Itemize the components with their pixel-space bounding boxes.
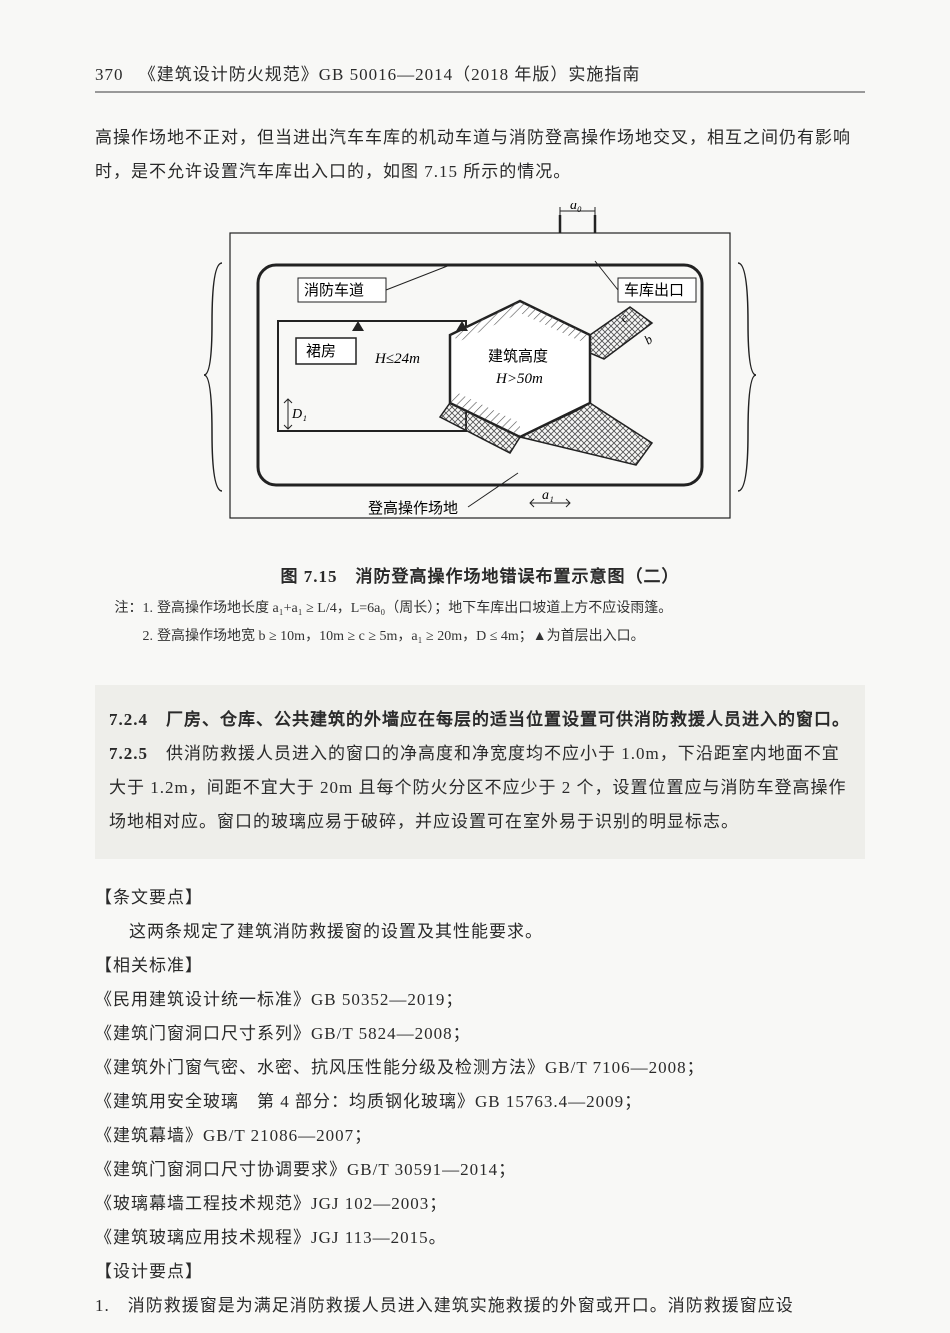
clause-7-2-4: 7.2.4 厂房、仓库、公共建筑的外墙应在每层的适当位置设置可供消防救援人员进入… [109,703,851,737]
label-a0: a₀ [570,203,582,213]
standard-item: 《建筑外门窗气密、水密、抗风压性能分级及检测方法》GB/T 7106—2008； [95,1051,865,1085]
standard-item: 《建筑门窗洞口尺寸系列》GB/T 5824—2008； [95,1017,865,1051]
label-d1: D₁ [291,407,307,422]
figure-caption: 图 7.15 消防登高操作场地错误布置示意图（二） [95,562,865,587]
standard-item: 《建筑门窗洞口尺寸协调要求》GB/T 30591—2014； [95,1153,865,1187]
standard-item: 《民用建筑设计统一标准》GB 50352—2019； [95,983,865,1017]
figure-svg: a₀ 消防车道 车库出口 裙房 H≤24m D₁ 建筑高度 H>50m c b [200,203,760,553]
note-prefix: 注：1. [105,595,157,623]
label-h50: H>50m [495,371,543,387]
section-heading-design: 【设计要点】 [95,1255,865,1289]
label-building-height: 建筑高度 [488,348,548,365]
page-number: 370 [95,65,124,84]
standard-item: 《建筑用安全玻璃 第 4 部分：均质钢化玻璃》GB 15763.4—2009； [95,1085,865,1119]
label-h24: H≤24m [374,351,420,367]
intro-paragraph: 高操作场地不正对，但当进出汽车车库的机动车道与消防登高操作场地交叉，相互之间仍有… [95,121,865,189]
entry-marker-icon [352,321,364,331]
header-title: 《建筑设计防火规范》GB 50016—2014（2018 年版）实施指南 [139,65,641,84]
note-2: 登高操作场地宽 b ≥ 10m，10m ≥ c ≥ 5m，a₁ ≥ 20m，D … [157,623,865,651]
label-a1: a₁ [542,488,554,503]
regulation-box: 7.2.4 厂房、仓库、公共建筑的外墙应在每层的适当位置设置可供消防救援人员进入… [95,685,865,859]
page-header: 370 《建筑设计防火规范》GB 50016—2014（2018 年版）实施指南 [95,60,865,93]
keypoints-text: 这两条规定了建筑消防救援窗的设置及其性能要求。 [95,915,865,949]
section-heading-keypoints: 【条文要点】 [95,881,865,915]
svg-text:b: b [641,331,655,347]
clause-7-2-5: 7.2.5 供消防救援人员进入的窗口的净高度和净宽度均不应小于 1.0m，下沿距… [109,737,851,839]
label-operation-area: 登高操作场地 [368,500,458,517]
label-fire-lane: 消防车道 [304,282,364,299]
figure-notes: 注：1. 登高操作场地长度 a₁+a₁ ≥ L/4，L=6a₀（周长）；地下车库… [105,595,865,651]
section-heading-standards: 【相关标准】 [95,949,865,983]
label-podium: 裙房 [306,343,336,360]
note-2-label: 2. [105,623,157,651]
standard-item: 《建筑幕墙》GB/T 21086—2007； [95,1119,865,1153]
standard-item: 《建筑玻璃应用技术规程》JGJ 113—2015。 [95,1221,865,1255]
figure-7-15: a₀ 消防车道 车库出口 裙房 H≤24m D₁ 建筑高度 H>50m c b [95,203,865,587]
body-sections: 【条文要点】 这两条规定了建筑消防救援窗的设置及其性能要求。 【相关标准】 《民… [95,881,865,1323]
label-garage-exit: 车库出口 [624,282,684,299]
standard-item: 《玻璃幕墙工程技术规范》JGJ 102—2003； [95,1187,865,1221]
note-1: 登高操作场地长度 a₁+a₁ ≥ L/4，L=6a₀（周长）；地下车库出口坡道上… [157,595,865,623]
design-point-1: 1. 消防救援窗是为满足消防救援人员进入建筑实施救援的外窗或开口。消防救援窗应设 [95,1289,865,1323]
standards-list: 《民用建筑设计统一标准》GB 50352—2019；《建筑门窗洞口尺寸系列》GB… [95,983,865,1255]
